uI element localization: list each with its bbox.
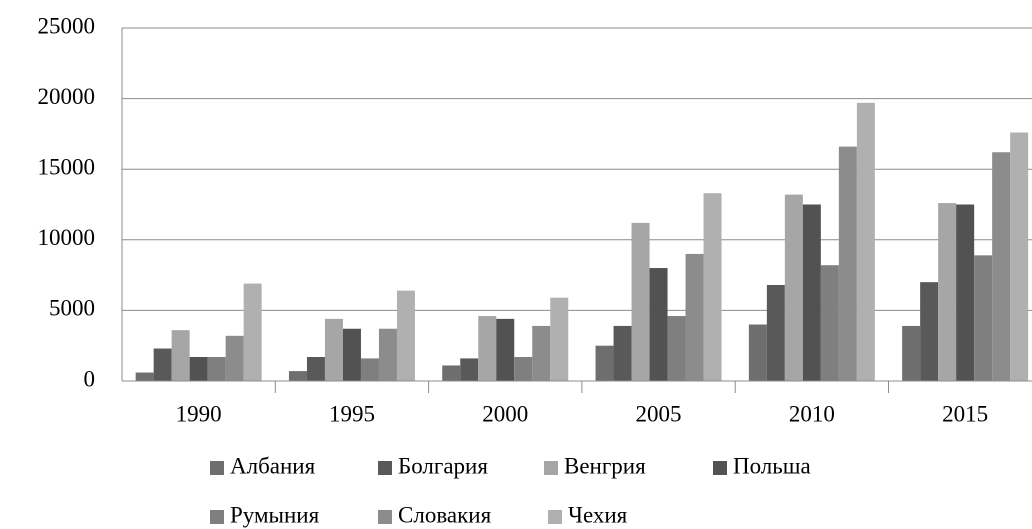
bar xyxy=(613,325,632,381)
legend-label: Чехия xyxy=(568,502,628,527)
bar xyxy=(225,335,244,381)
legend-label: Румыния xyxy=(230,502,320,527)
legend-swatch xyxy=(378,510,392,524)
bar xyxy=(207,356,226,381)
bar xyxy=(189,356,208,381)
x-tick-label: 1990 xyxy=(176,401,222,426)
y-tick-label: 25000 xyxy=(38,13,96,38)
bar xyxy=(766,284,785,381)
bar xyxy=(649,268,668,381)
bar xyxy=(956,204,975,381)
bar xyxy=(171,330,190,381)
bar xyxy=(135,372,154,381)
bar xyxy=(460,358,479,381)
legend-label: Венгрия xyxy=(564,453,646,478)
bar xyxy=(838,146,857,381)
bar xyxy=(802,204,821,381)
bar xyxy=(442,365,461,381)
legend-label: Польша xyxy=(733,453,811,478)
bar xyxy=(820,265,839,381)
bar xyxy=(685,253,704,381)
y-tick-label: 20000 xyxy=(38,84,96,109)
x-tick-label: 2005 xyxy=(636,401,682,426)
bar xyxy=(153,348,172,381)
bar xyxy=(306,356,325,381)
legend-label: Словакия xyxy=(398,502,492,527)
bar xyxy=(532,325,551,381)
legend-swatch xyxy=(210,461,224,475)
bar xyxy=(784,194,803,381)
bar xyxy=(378,328,397,381)
legend-swatch xyxy=(210,510,224,524)
bar xyxy=(496,318,515,381)
bar xyxy=(748,324,767,381)
legend-swatch xyxy=(713,461,727,475)
bar xyxy=(342,328,361,381)
bar xyxy=(360,358,379,381)
bar xyxy=(856,102,875,381)
bar xyxy=(920,282,939,381)
y-tick-label: 15000 xyxy=(38,154,96,179)
legend-label: Албания xyxy=(230,453,316,478)
legend-swatch xyxy=(548,510,562,524)
x-tick-label: 2000 xyxy=(482,401,528,426)
bar xyxy=(938,203,957,381)
legend-label: Болгария xyxy=(398,453,488,478)
bar xyxy=(703,193,722,381)
x-tick-label: 1995 xyxy=(329,401,375,426)
bar xyxy=(324,318,343,381)
bar xyxy=(514,356,533,381)
bar xyxy=(1010,132,1029,381)
legend-swatch xyxy=(544,461,558,475)
x-tick-label: 2015 xyxy=(942,401,988,426)
bar xyxy=(667,316,686,381)
bar xyxy=(550,297,569,381)
bar xyxy=(288,371,307,381)
bar xyxy=(902,325,921,381)
bar xyxy=(595,345,614,381)
bar xyxy=(631,222,650,381)
y-tick-label: 0 xyxy=(84,366,96,391)
y-tick-label: 5000 xyxy=(49,296,95,321)
x-tick-label: 2010 xyxy=(789,401,835,426)
bar xyxy=(974,255,993,381)
bar xyxy=(992,152,1011,381)
bar xyxy=(396,290,415,381)
bar xyxy=(243,283,262,381)
legend-swatch xyxy=(378,461,392,475)
bar xyxy=(478,316,497,381)
y-tick-label: 10000 xyxy=(38,225,96,250)
